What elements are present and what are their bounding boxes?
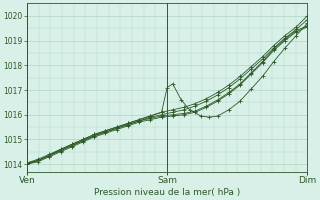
X-axis label: Pression niveau de la mer( hPa ): Pression niveau de la mer( hPa ) bbox=[94, 188, 240, 197]
